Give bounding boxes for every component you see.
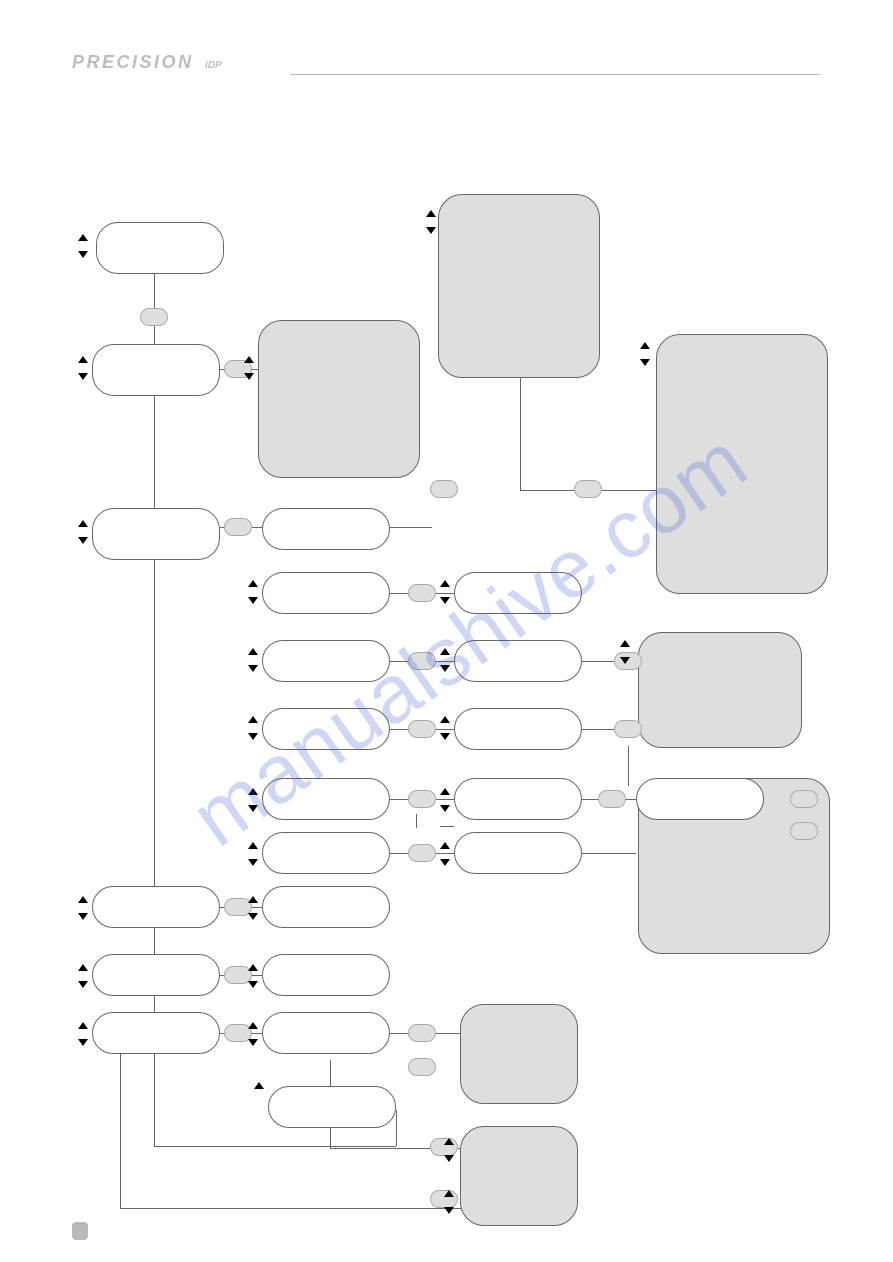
updown-marker: [248, 580, 258, 604]
connector-capsule: [408, 720, 436, 738]
updown-marker: [640, 342, 650, 366]
flow-node: [454, 640, 582, 682]
connector-capsule: [224, 518, 252, 536]
connector-line: [120, 1208, 462, 1209]
updown-marker: [248, 896, 258, 920]
flow-node: [262, 708, 390, 750]
updown-marker: [78, 1022, 88, 1046]
flow-node: [262, 778, 390, 820]
connector-line: [582, 853, 636, 854]
flow-node: [92, 954, 220, 996]
connector-capsule: [408, 844, 436, 862]
panel: [460, 1004, 578, 1104]
updown-marker: [78, 356, 88, 380]
updown-marker: [248, 788, 258, 812]
flow-node: [454, 832, 582, 874]
connector-line: [154, 1146, 396, 1147]
flow-node: [636, 778, 764, 820]
connector-line: [440, 826, 454, 827]
flow-node: [262, 832, 390, 874]
updown-marker: [78, 896, 88, 920]
updown-marker: [440, 788, 450, 812]
connector-capsule: [598, 790, 626, 808]
connector-line: [120, 1054, 121, 1208]
updown-marker: [248, 964, 258, 988]
flow-node: [262, 1012, 390, 1054]
updown-marker: [244, 356, 254, 380]
updown-marker: [426, 210, 436, 234]
page-number-badge: [72, 1222, 88, 1240]
connector-capsule: [408, 584, 436, 602]
brand-logo: PRECISION iDP: [72, 52, 222, 73]
up-marker: [254, 1082, 264, 1089]
connector-line: [628, 746, 629, 786]
updown-marker: [248, 716, 258, 740]
connector-line: [154, 1054, 155, 1146]
connector-line: [520, 378, 521, 490]
connector-line: [330, 1060, 331, 1086]
updown-marker: [78, 964, 88, 988]
flow-node: [262, 508, 390, 550]
connector-line: [390, 527, 432, 528]
flow-node: [262, 572, 390, 614]
updown-marker: [248, 1022, 258, 1046]
connector-capsule: [408, 790, 436, 808]
header-rule: [290, 74, 820, 75]
updown-marker: [78, 234, 88, 258]
panel: [656, 334, 828, 594]
connector-capsule: [408, 1024, 436, 1042]
panel: [460, 1126, 578, 1226]
flow-node: [92, 508, 220, 560]
flow-node: [92, 1012, 220, 1054]
panel: [438, 194, 600, 378]
connector-capsule: [790, 822, 818, 840]
flow-node: [454, 778, 582, 820]
connector-capsule: [408, 652, 436, 670]
updown-marker: [440, 716, 450, 740]
connector-line: [600, 490, 658, 491]
connector-capsule: [140, 308, 168, 326]
connector-line: [330, 1128, 331, 1148]
flow-node: [92, 344, 220, 396]
updown-marker: [620, 640, 630, 664]
flow-node: [96, 222, 224, 274]
panel: [638, 632, 802, 748]
updown-marker: [440, 648, 450, 672]
updown-marker: [248, 842, 258, 866]
flow-node: [454, 572, 582, 614]
flow-node: [262, 640, 390, 682]
flow-node: [92, 886, 220, 928]
connector-line: [396, 1110, 397, 1146]
panel: [258, 320, 420, 478]
connector-capsule: [408, 1058, 436, 1076]
updown-marker: [78, 520, 88, 544]
updown-marker: [440, 580, 450, 604]
connector-capsule: [430, 480, 458, 498]
updown-marker: [248, 648, 258, 672]
updown-marker: [444, 1190, 454, 1214]
connector-capsule: [790, 790, 818, 808]
connector-capsule: [574, 480, 602, 498]
connector-line: [520, 490, 576, 491]
flow-node: [454, 708, 582, 750]
updown-marker: [444, 1138, 454, 1162]
updown-marker: [440, 842, 450, 866]
logo-text: PRECISION: [72, 52, 194, 72]
connector-line: [416, 814, 417, 828]
logo-suffix: iDP: [205, 60, 222, 71]
flow-node: [262, 886, 390, 928]
flow-node: [268, 1086, 396, 1128]
flow-node: [262, 954, 390, 996]
connector-capsule: [614, 720, 642, 738]
